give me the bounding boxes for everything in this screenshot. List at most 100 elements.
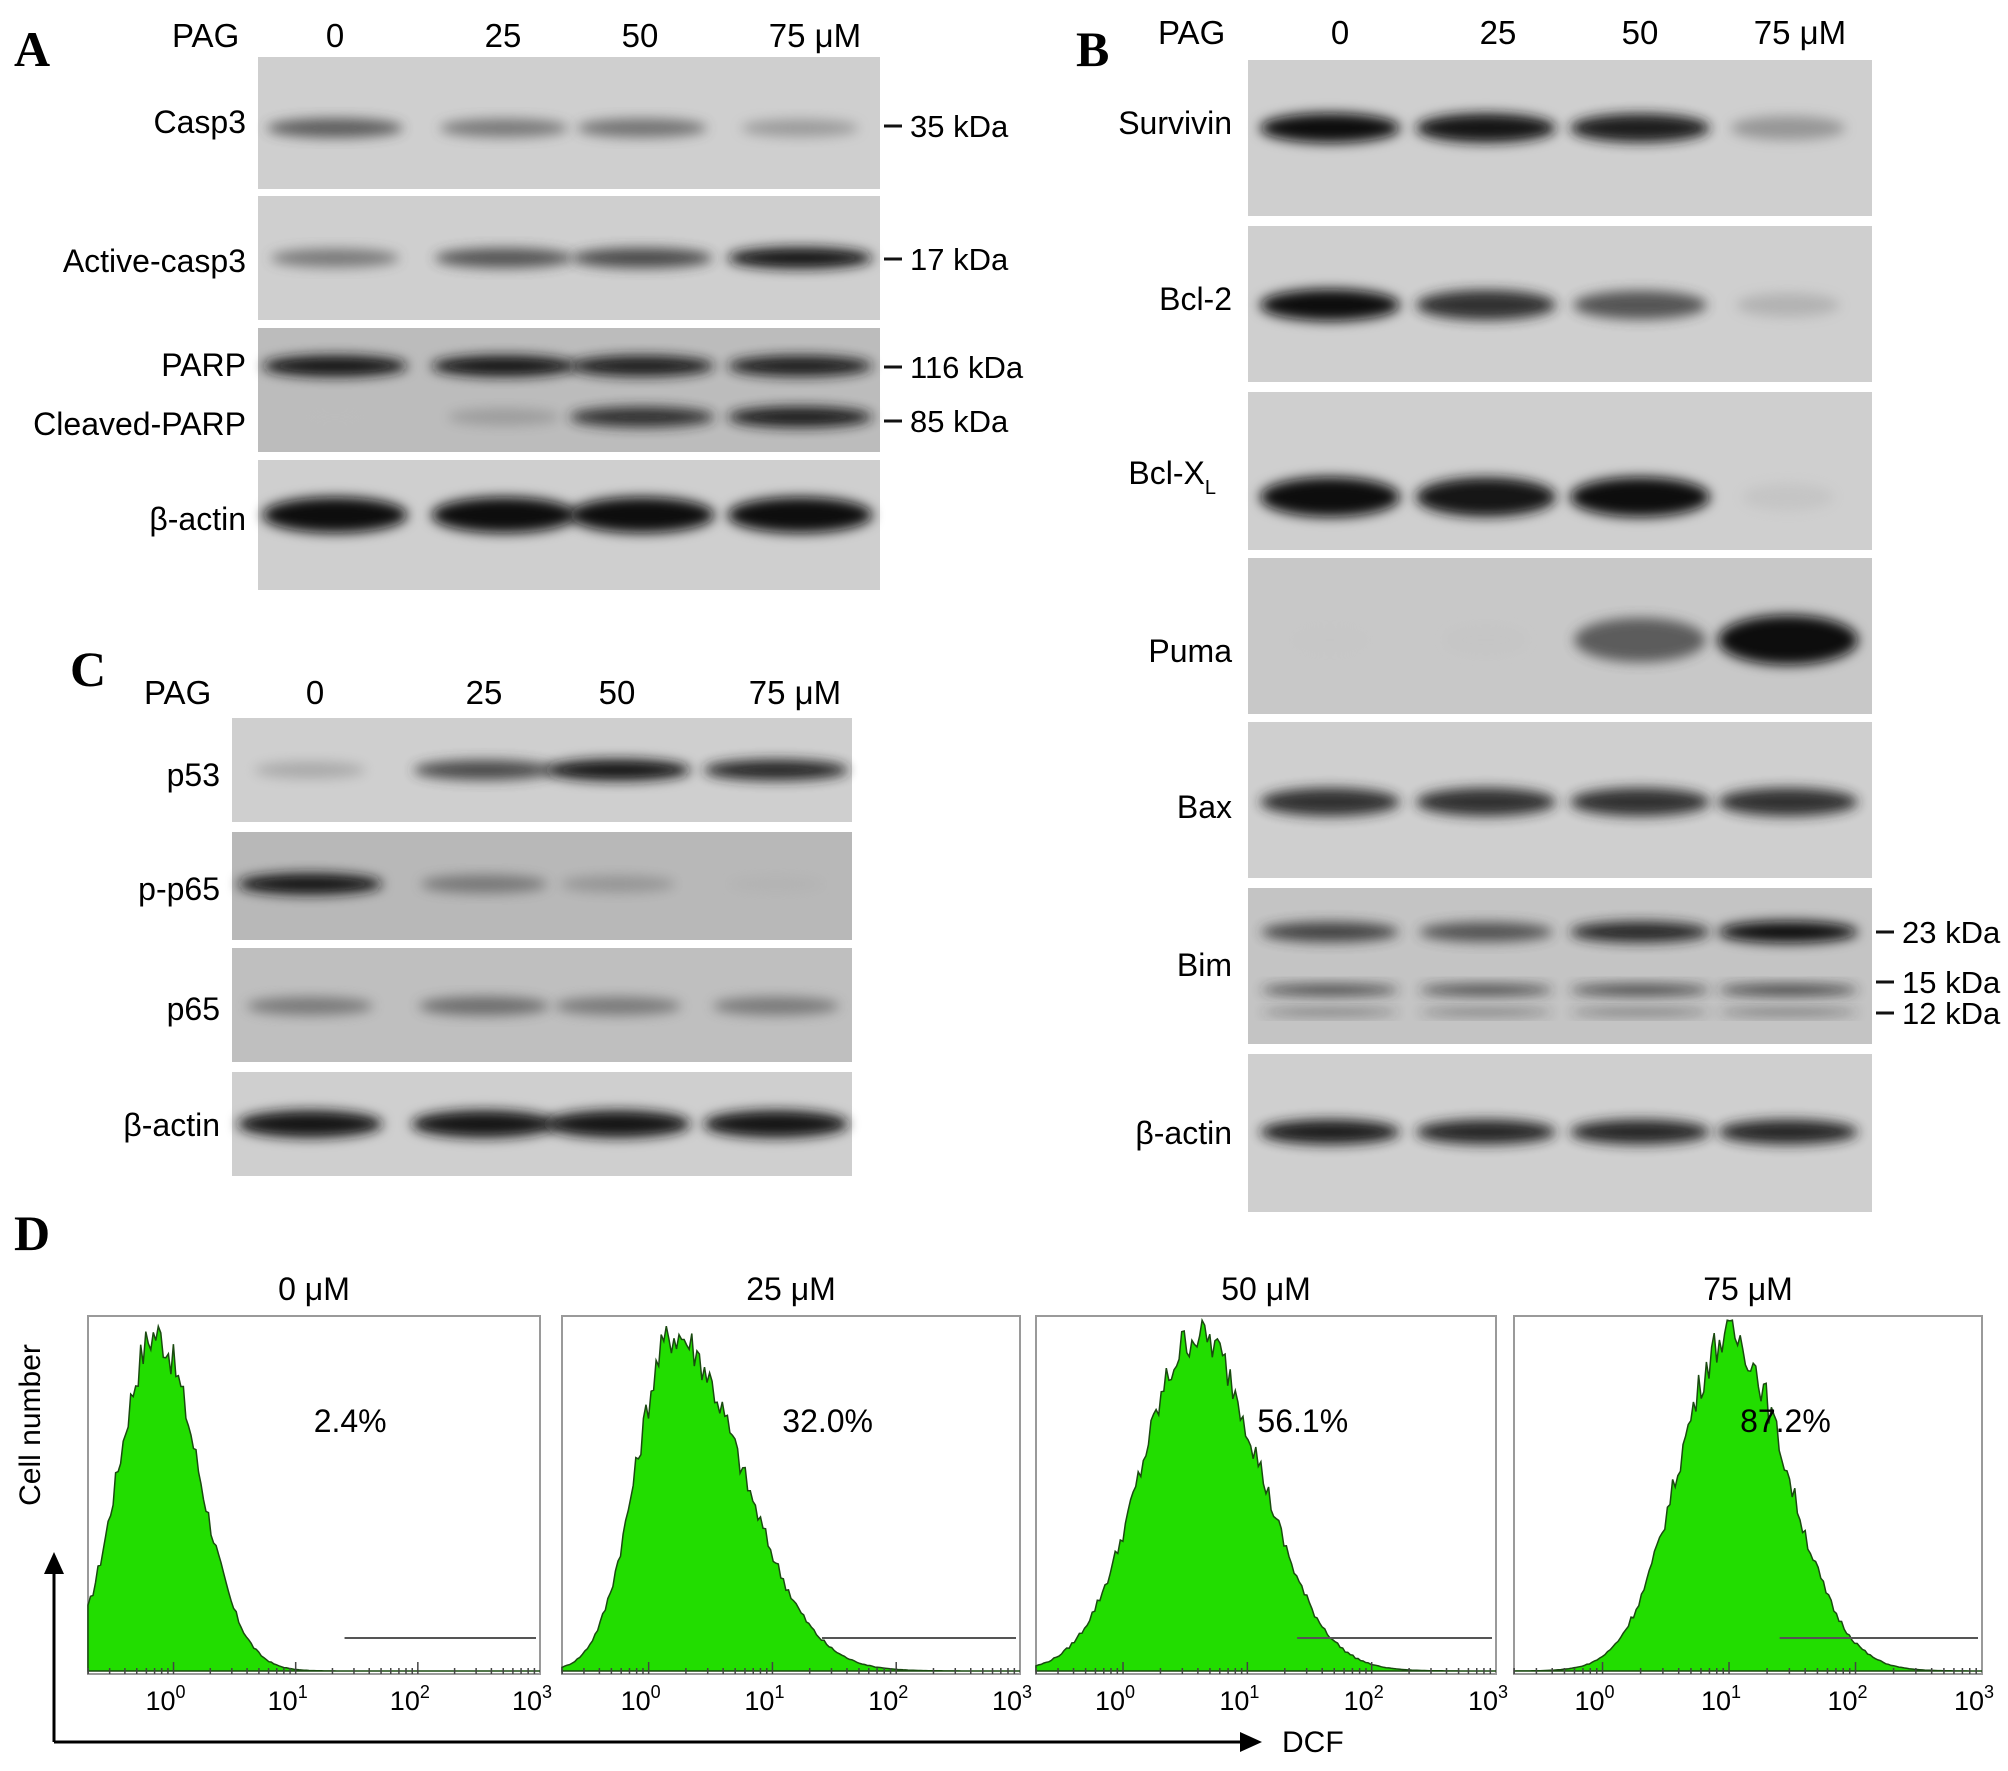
histogram-tick-label-2-0: 100 xyxy=(1095,1682,1135,1716)
panelB-band-1-1 xyxy=(1416,289,1556,321)
histogram-tick-label-2-3: 103 xyxy=(1468,1682,1508,1716)
panelC-band-3-2 xyxy=(545,1110,691,1138)
panelC-lane-label-1: 25 xyxy=(466,674,503,711)
panelC-lane-label-3: 75 μM xyxy=(749,674,841,711)
panelA-blot-strip-2 xyxy=(258,328,880,452)
histogram-tick-label-2-1: 101 xyxy=(1219,1682,1259,1716)
histogram-title-0: 0 μM xyxy=(278,1271,350,1307)
panelA-band-0-1 xyxy=(439,118,569,138)
panelA-band-1-2 xyxy=(571,247,713,269)
panelA-band-1-0 xyxy=(270,248,400,268)
panel-letter-c: C xyxy=(70,641,106,697)
panelB-band-5-extra-1-2 xyxy=(1570,1008,1710,1016)
panel-letter-a: A xyxy=(14,21,50,77)
panelC-band-2-1 xyxy=(418,996,550,1016)
panel-letter-d: D xyxy=(14,1205,50,1261)
histogram-percent-1: 32.0% xyxy=(782,1403,873,1439)
panelA-lane-label-2: 50 xyxy=(622,17,659,54)
panelB-blot-strip-5 xyxy=(1248,888,1872,1044)
y-axis-arrowhead xyxy=(44,1552,64,1574)
histogram-tick-label-3-3: 103 xyxy=(1954,1682,1994,1716)
panelA-lane-label-3: 75 μM xyxy=(769,17,861,54)
panelC-row-label-0: p53 xyxy=(167,757,220,793)
panelB-band-5-extra-1-0 xyxy=(1261,1008,1399,1016)
histogram-tick-label-3-2: 102 xyxy=(1827,1682,1867,1716)
panelB-band-6-2 xyxy=(1570,1119,1710,1145)
histogram-tick-label-3-1: 101 xyxy=(1701,1682,1741,1716)
histogram-tick-label-1-2: 102 xyxy=(868,1682,908,1716)
panelA-band-4-2 xyxy=(569,497,715,533)
panelB-band-5-extra-0-1 xyxy=(1419,984,1553,996)
panelB-row-label-1: Bcl-2 xyxy=(1159,281,1232,317)
panelA-band-3-1 xyxy=(447,408,561,426)
panelA-band-1-3 xyxy=(727,247,873,269)
panelB-marker-label-5-2: 12 kDa xyxy=(1902,996,2001,1031)
histogram-percent-3: 87.2% xyxy=(1740,1403,1831,1439)
panelB-lane-label-3: 75 μM xyxy=(1754,14,1846,51)
panelA-band-2-3 xyxy=(727,355,873,377)
panelB-row-label-2: Bcl-XL xyxy=(1128,455,1216,499)
panel-a-treatment-label: PAG xyxy=(172,17,239,54)
panelA-band-0-3 xyxy=(741,119,859,137)
histogram-title-3: 75 μM xyxy=(1703,1271,1793,1307)
panelA-band-2-0 xyxy=(262,355,408,377)
panelC-lane-label-2: 50 xyxy=(599,674,636,711)
panelA-marker-label-2-0: 116 kDa xyxy=(910,350,1024,385)
panelB-row-label-6: β-actin xyxy=(1135,1115,1232,1151)
histogram-tick-label-1-3: 103 xyxy=(992,1682,1032,1716)
panelB-band-6-1 xyxy=(1416,1119,1556,1145)
panelB-band-5-2 xyxy=(1570,921,1710,943)
panelA-band-2-1 xyxy=(431,355,577,377)
panelB-band-3-0 xyxy=(1289,624,1371,656)
panelB-blot-strip-2 xyxy=(1248,392,1872,550)
panelB-band-2-1 xyxy=(1416,477,1556,517)
panelA-band-4-0 xyxy=(262,497,408,533)
panelA-lane-label-0: 0 xyxy=(326,17,344,54)
panelA-row-label-2: PARP xyxy=(161,347,246,383)
histogram-fill-1 xyxy=(561,1325,1020,1672)
panelB-band-4-3 xyxy=(1718,787,1858,817)
panelB-band-6-3 xyxy=(1718,1119,1858,1145)
panelC-band-1-1 xyxy=(420,874,548,894)
panelB-row-label-4: Bax xyxy=(1177,789,1232,825)
panelA-row-label-4: β-actin xyxy=(149,501,246,537)
panelB-band-5-1 xyxy=(1419,922,1553,942)
histogram-tick-label-1-1: 101 xyxy=(744,1682,784,1716)
panelB-row-label-5: Bim xyxy=(1177,947,1232,983)
panelC-band-2-3 xyxy=(712,996,840,1016)
panelA-lane-label-1: 25 xyxy=(485,17,522,54)
panel-c-blots: 0 25 50 75 μM p53 p-p65 p65 β-actin xyxy=(123,674,852,1176)
panelB-band-5-extra-0-0 xyxy=(1261,984,1399,996)
panelB-band-5-extra-1-3 xyxy=(1718,1008,1858,1016)
histogram-tick-label-0-2: 102 xyxy=(390,1682,430,1716)
panelC-band-3-3 xyxy=(703,1110,849,1138)
panelB-band-5-0 xyxy=(1261,921,1399,943)
panelC-band-3-1 xyxy=(411,1110,557,1138)
histogram-fill-0 xyxy=(87,1323,540,1672)
x-axis-label: DCF xyxy=(1282,1726,1344,1759)
panelB-band-0-0 xyxy=(1260,113,1400,143)
panelB-band-0-1 xyxy=(1416,113,1556,143)
panelC-band-2-0 xyxy=(246,996,374,1016)
panelA-band-3-3 xyxy=(727,406,873,428)
panelB-band-4-2 xyxy=(1570,787,1710,817)
panelA-band-2-2 xyxy=(569,355,715,377)
panelC-band-1-0 xyxy=(237,873,383,895)
panelB-row-label-3: Puma xyxy=(1148,633,1232,669)
panelA-band-0-0 xyxy=(266,118,404,138)
panel-c-treatment-label: PAG xyxy=(144,674,211,711)
histogram-percent-0: 2.4% xyxy=(314,1403,387,1439)
panelC-band-3-0 xyxy=(237,1110,383,1138)
panelB-band-5-extra-1-1 xyxy=(1419,1008,1553,1016)
panelC-band-0-3 xyxy=(703,759,849,781)
histogram-tick-label-0-0: 100 xyxy=(145,1682,185,1716)
panelC-band-0-1 xyxy=(413,759,555,781)
histogram-percent-2: 56.1% xyxy=(1257,1403,1348,1439)
panel-letter-b: B xyxy=(1076,21,1109,77)
panelB-band-3-1 xyxy=(1443,624,1529,656)
panel-a-blots: 0 25 50 75 μM Casp3 35 kDa Active-casp3 17 kDa P… xyxy=(33,17,1024,590)
panelA-band-3-0 xyxy=(294,410,376,424)
histogram-tick-label-0-1: 101 xyxy=(268,1682,308,1716)
